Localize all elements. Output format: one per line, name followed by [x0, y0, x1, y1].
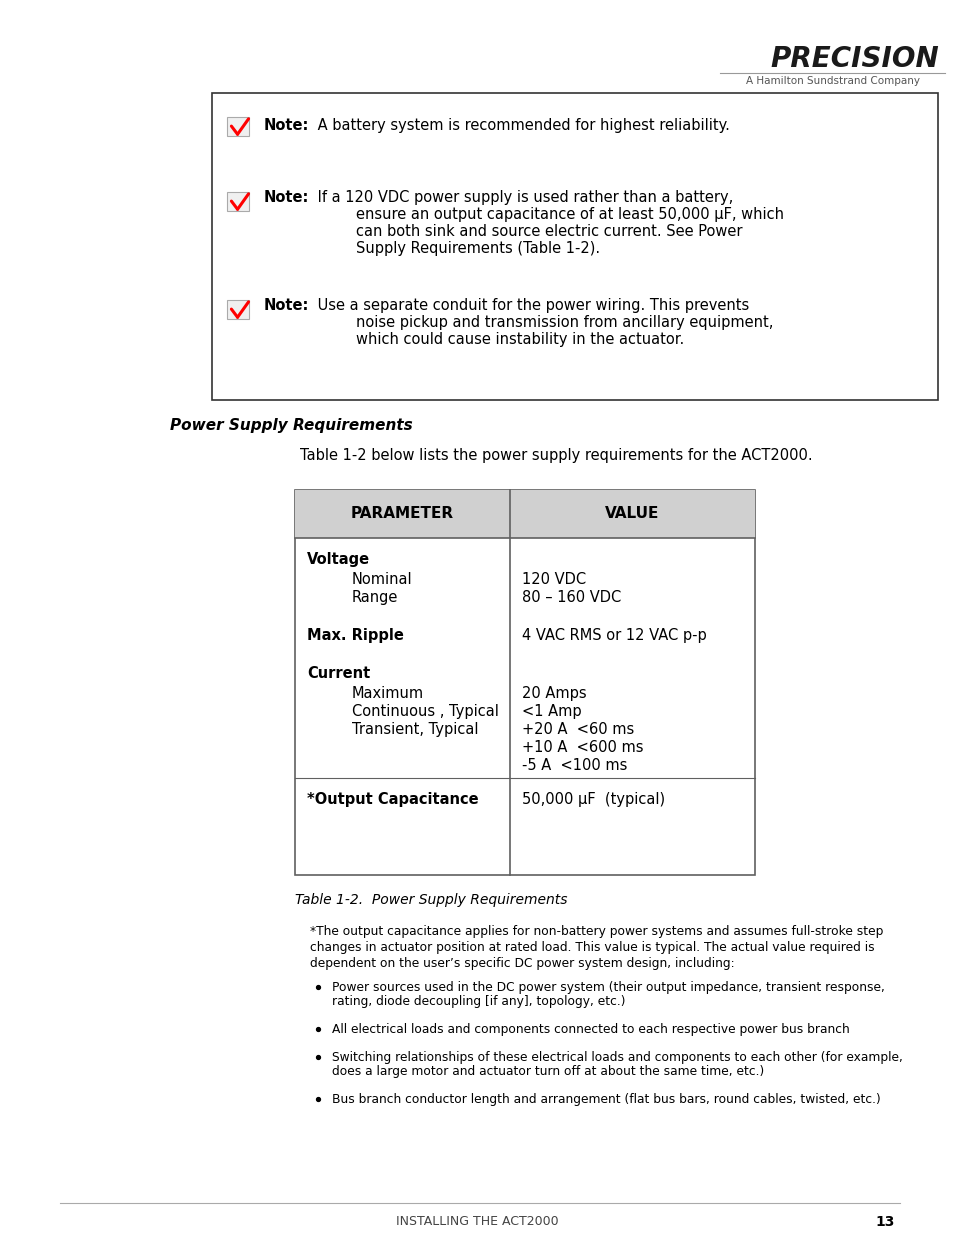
Text: 4 VAC RMS or 12 VAC p-p: 4 VAC RMS or 12 VAC p-p	[521, 629, 706, 643]
Text: A Hamilton Sundstrand Company: A Hamilton Sundstrand Company	[745, 77, 919, 86]
Text: Voltage: Voltage	[307, 552, 370, 567]
Text: noise pickup and transmission from ancillary equipment,: noise pickup and transmission from ancil…	[355, 315, 773, 330]
Text: *The output capacitance applies for non-battery power systems and assumes full-s: *The output capacitance applies for non-…	[310, 925, 882, 939]
Text: Current: Current	[307, 666, 370, 680]
Text: dependent on the user’s specific DC power system design, including:: dependent on the user’s specific DC powe…	[310, 957, 734, 969]
Text: Range: Range	[352, 590, 398, 605]
Text: Maximum: Maximum	[352, 685, 424, 701]
Text: Switching relationships of these electrical loads and components to each other (: Switching relationships of these electri…	[332, 1051, 902, 1065]
Text: All electrical loads and components connected to each respective power bus branc: All electrical loads and components conn…	[332, 1023, 849, 1036]
Text: Transient, Typical: Transient, Typical	[352, 722, 478, 737]
Text: If a 120 VDC power supply is used rather than a battery,: If a 120 VDC power supply is used rather…	[313, 190, 733, 205]
Text: Bus branch conductor length and arrangement (flat bus bars, round cables, twiste: Bus branch conductor length and arrangem…	[332, 1093, 880, 1107]
Text: can both sink and source electric current. See Power: can both sink and source electric curren…	[355, 224, 741, 240]
Text: 50,000 μF  (typical): 50,000 μF (typical)	[521, 792, 664, 806]
Text: Table 1-2.  Power Supply Requirements: Table 1-2. Power Supply Requirements	[294, 893, 567, 906]
Bar	[227, 193, 249, 211]
Text: PARAMETER: PARAMETER	[351, 506, 454, 521]
Text: 13: 13	[875, 1215, 894, 1229]
Text: rating, diode decoupling [if any], topology, etc.): rating, diode decoupling [if any], topol…	[332, 995, 625, 1008]
Bar	[212, 93, 937, 400]
Text: Table 1-2 below lists the power supply requirements for the ACT2000.: Table 1-2 below lists the power supply r…	[299, 448, 812, 463]
Text: Continuous , Typical: Continuous , Typical	[352, 704, 498, 719]
Text: Note:: Note:	[264, 190, 309, 205]
Text: 80 – 160 VDC: 80 – 160 VDC	[521, 590, 620, 605]
Bar	[294, 490, 754, 876]
Text: Supply Requirements (Table 1-2).: Supply Requirements (Table 1-2).	[355, 241, 599, 256]
Text: A battery system is recommended for highest reliability.: A battery system is recommended for high…	[313, 119, 729, 133]
Text: *Output Capacitance: *Output Capacitance	[307, 792, 478, 806]
Text: Power sources used in the DC power system (their output impedance, transient res: Power sources used in the DC power syste…	[332, 981, 884, 994]
Text: Power Supply Requirements: Power Supply Requirements	[170, 417, 413, 433]
Text: INSTALLING THE ACT2000: INSTALLING THE ACT2000	[395, 1215, 558, 1228]
Text: <1 Amp: <1 Amp	[521, 704, 581, 719]
Text: +10 A  <600 ms: +10 A <600 ms	[521, 740, 643, 755]
Text: does a large motor and actuator turn off at about the same time, etc.): does a large motor and actuator turn off…	[332, 1065, 763, 1078]
Text: PRECISION: PRECISION	[770, 44, 939, 73]
Text: ensure an output capacitance of at least 50,000 μF, which: ensure an output capacitance of at least…	[355, 207, 783, 222]
Text: Max. Ripple: Max. Ripple	[307, 629, 403, 643]
Text: Note:: Note:	[264, 119, 309, 133]
Bar	[294, 490, 754, 538]
Text: 120 VDC: 120 VDC	[521, 572, 585, 587]
Bar	[227, 300, 249, 319]
Text: changes in actuator position at rated load. This value is typical. The actual va: changes in actuator position at rated lo…	[310, 941, 874, 953]
Text: Nominal: Nominal	[352, 572, 413, 587]
Text: Note:: Note:	[264, 298, 309, 312]
Text: Use a separate conduit for the power wiring. This prevents: Use a separate conduit for the power wir…	[313, 298, 748, 312]
Bar	[227, 117, 249, 136]
Text: -5 A  <100 ms: -5 A <100 ms	[521, 758, 627, 773]
Text: VALUE: VALUE	[604, 506, 659, 521]
Text: which could cause instability in the actuator.: which could cause instability in the act…	[355, 332, 683, 347]
Text: 20 Amps: 20 Amps	[521, 685, 586, 701]
Text: +20 A  <60 ms: +20 A <60 ms	[521, 722, 634, 737]
